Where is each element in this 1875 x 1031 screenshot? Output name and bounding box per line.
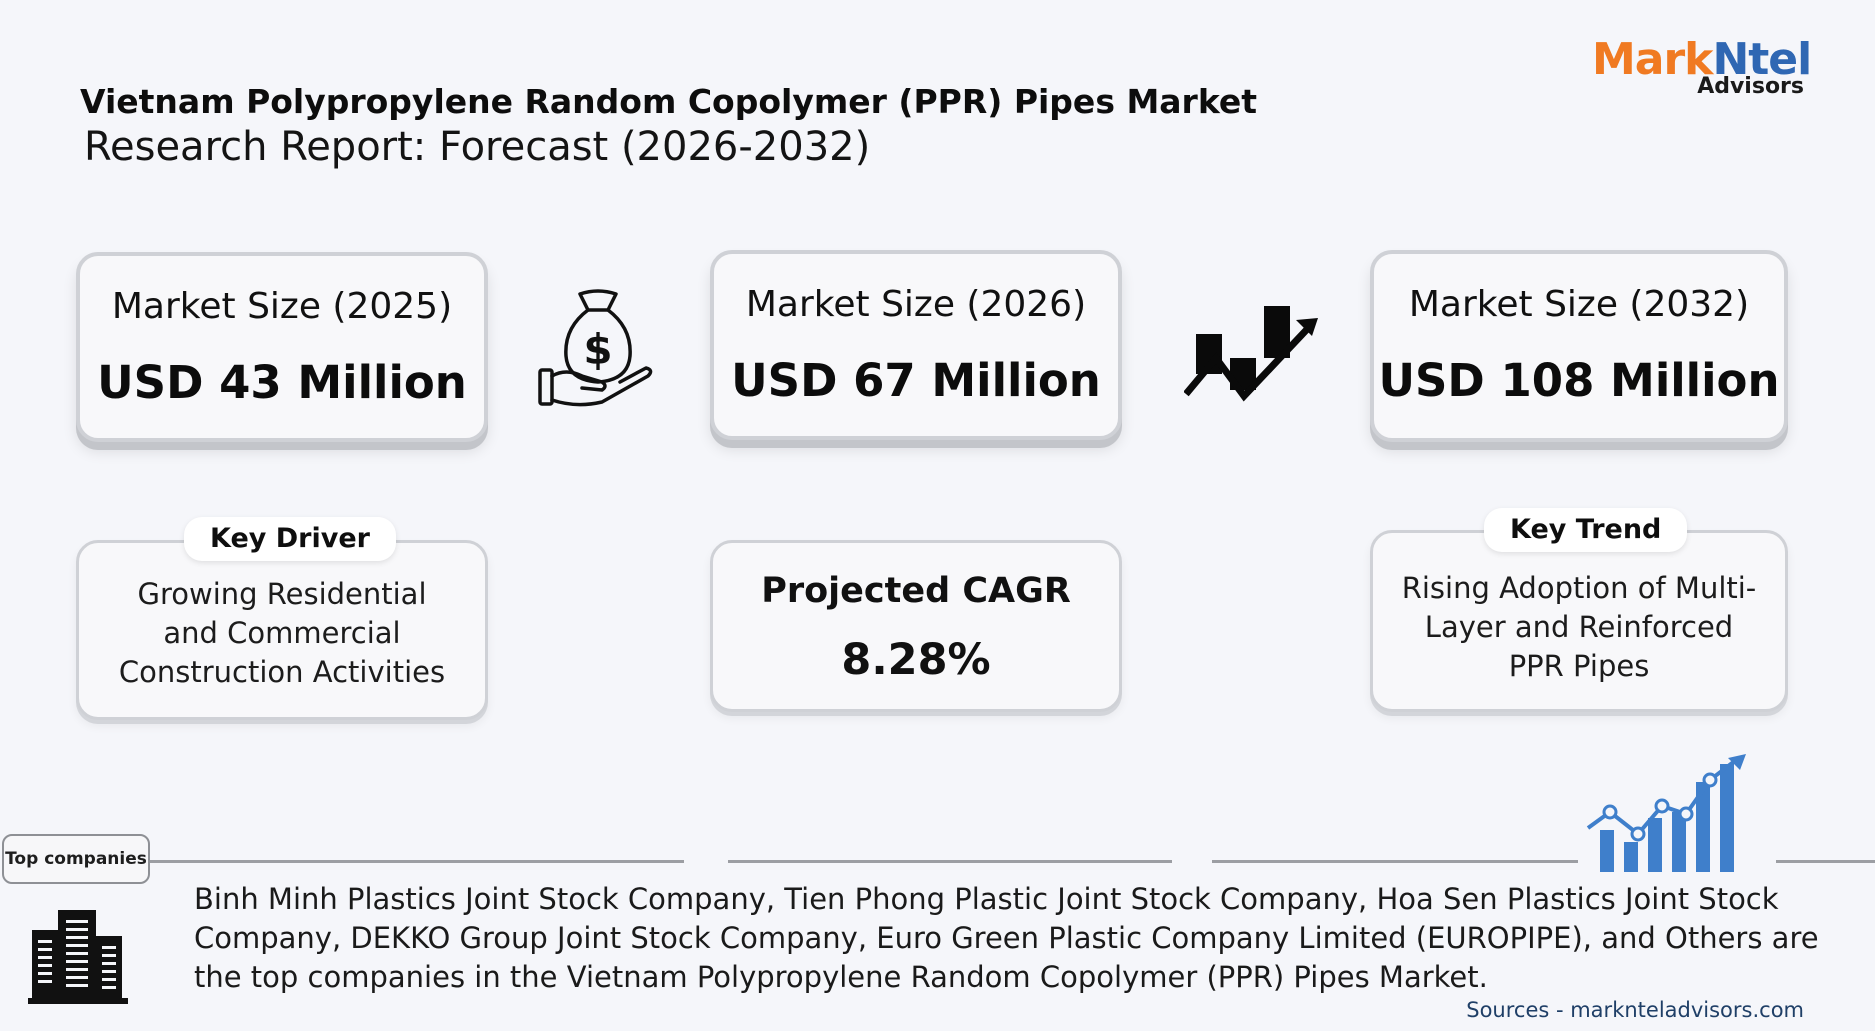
market-size-2025-card: Market Size (2025) USD 43 Million	[76, 252, 488, 442]
key-trend-card: Rising Adoption of Multi- Layer and Rein…	[1370, 530, 1788, 712]
market-size-2026-label: Market Size (2026)	[745, 284, 1087, 325]
projected-cagr-card: Projected CAGR 8.28%	[710, 540, 1122, 712]
top-companies-text: Binh Minh Plastics Joint Stock Company, …	[194, 882, 1819, 994]
report-subtitle: Research Report: Forecast (2026-2032)	[84, 124, 871, 170]
market-size-2032-value: USD 108 Million	[1378, 354, 1780, 407]
projected-cagr-value: 8.28%	[841, 635, 991, 685]
key-driver-line: Growing Residential	[137, 577, 427, 611]
logo-wordmark: MarkNtel	[1592, 34, 1812, 85]
divider-line	[1212, 860, 1578, 863]
market-size-2032-card: Market Size (2032) USD 108 Million	[1370, 250, 1788, 442]
top-companies-badge: Top companies	[2, 834, 150, 884]
logo-advisors-text: Advisors	[1697, 74, 1804, 99]
key-trend-line: Rising Adoption of Multi-	[1401, 571, 1757, 605]
logo-mark-text: Mark	[1592, 34, 1713, 85]
key-driver-card: Growing Residential and Commercial Const…	[76, 540, 488, 720]
rising-bar-arrow-icon	[1183, 300, 1322, 410]
market-size-2026-value: USD 67 Million	[731, 354, 1101, 407]
money-bag-hand-icon: $	[536, 284, 660, 414]
divider-line	[728, 860, 1172, 863]
logo-ntel-text: Ntel	[1712, 34, 1812, 85]
divider-line	[150, 860, 684, 863]
key-trend-badge: Key Trend	[1484, 508, 1688, 552]
key-driver-text: Growing Residential and Commercial Const…	[99, 575, 465, 692]
key-driver-line: Construction Activities	[118, 655, 446, 689]
sources-text: Sources - marknteladvisors.com	[1466, 998, 1804, 1022]
key-driver-badge: Key Driver	[184, 517, 396, 561]
projected-cagr-label: Projected CAGR	[761, 571, 1071, 611]
key-trend-line: Layer and Reinforced	[1424, 610, 1734, 644]
report-title: Vietnam Polypropylene Random Copolymer (…	[80, 82, 1258, 121]
market-size-2025-label: Market Size (2025)	[111, 286, 453, 327]
office-buildings-icon	[26, 906, 130, 1004]
growth-chart-icon	[1586, 754, 1762, 874]
key-trend-text: Rising Adoption of Multi- Layer and Rein…	[1393, 569, 1765, 686]
key-trend-line: PPR Pipes	[1508, 649, 1650, 683]
svg-text:$: $	[583, 325, 612, 374]
key-driver-line: and Commercial	[163, 616, 401, 650]
market-size-2032-label: Market Size (2032)	[1408, 284, 1750, 325]
marknteladvisors-logo: MarkNtel Advisors	[1592, 34, 1812, 100]
market-size-2026-card: Market Size (2026) USD 67 Million	[710, 250, 1122, 440]
divider-line	[1776, 860, 1875, 863]
market-size-2025-value: USD 43 Million	[97, 356, 467, 409]
